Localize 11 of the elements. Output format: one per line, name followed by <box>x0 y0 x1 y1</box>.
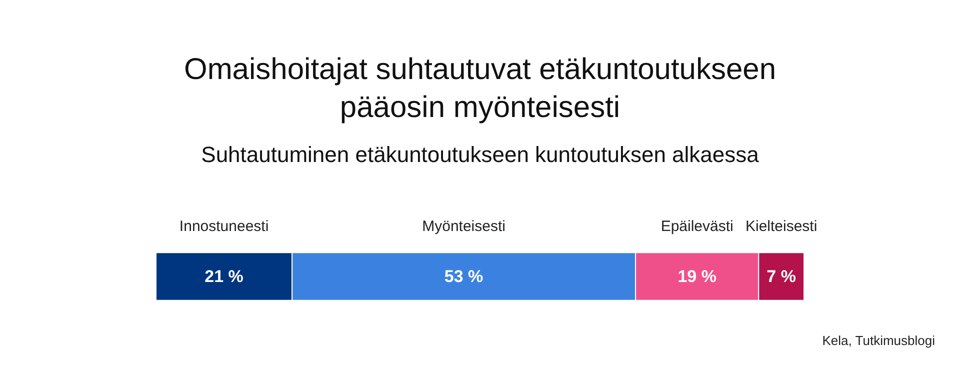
text: Kela, Tutkimusblogi <box>822 333 936 348</box>
data-label: 19 % <box>678 267 716 286</box>
series-label: Epäilevästi <box>660 218 734 235</box>
series-label: Innostuneesti <box>179 218 269 235</box>
chart-subtitle: Suhtautuminen etäkuntoutukseen kuntoutuksen alkaessa <box>201 142 760 167</box>
data-label: 7 % <box>766 267 796 286</box>
series-label: Myönteisesti <box>422 218 506 235</box>
chart-title: Omaishoitajat suhtautuvat etäkuntoutukseen pääosin myönteisesti <box>184 53 776 124</box>
series-label: Kielteisesti <box>745 218 818 235</box>
data-label: 53 % <box>444 267 484 286</box>
data-label: 21 % <box>204 267 244 286</box>
